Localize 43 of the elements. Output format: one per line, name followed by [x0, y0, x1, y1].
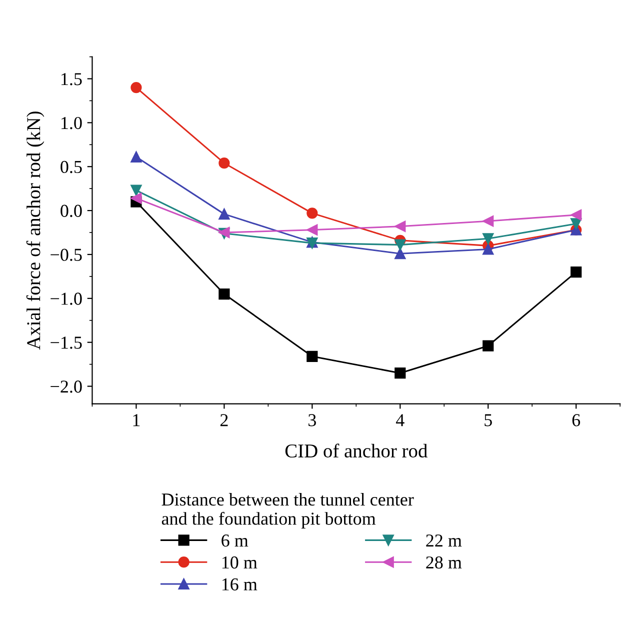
y-tick-label: −1.5 — [50, 336, 82, 349]
x-tick-label: 4 — [396, 414, 404, 426]
point — [218, 208, 230, 220]
point — [306, 224, 318, 236]
y-tick-label: −0.5 — [50, 248, 82, 261]
legend-label: 10 m — [222, 556, 258, 569]
point — [130, 82, 142, 94]
x-tick-label: 6 — [572, 414, 580, 426]
point — [218, 288, 230, 300]
y-tick-label: 1.0 — [62, 116, 82, 130]
point — [130, 184, 142, 196]
legend-label: 22 m — [426, 534, 462, 546]
point — [482, 216, 494, 227]
point — [130, 192, 142, 204]
point — [394, 239, 406, 250]
x-tick-label: 2 — [220, 414, 228, 426]
y-tick-label: −1.0 — [50, 292, 82, 305]
x-tick-label: 5 — [484, 414, 492, 426]
point — [394, 368, 406, 379]
point — [482, 233, 494, 244]
point — [306, 350, 318, 362]
legend-label: 28 m — [426, 556, 462, 569]
x-axis-title: CID of anchor rod — [285, 444, 428, 458]
y-tick-label: −2.0 — [50, 380, 82, 393]
point — [306, 208, 318, 219]
legend-label: 6 m — [222, 534, 248, 547]
point — [394, 248, 406, 260]
point — [570, 266, 582, 278]
x-tick-label: 3 — [308, 414, 316, 426]
x-tick-label: 1 — [133, 414, 140, 426]
legend-title: Distance between the tunnel center and the foundation pit bottom — [162, 492, 414, 528]
y-tick-label: 0.5 — [60, 160, 82, 174]
point — [218, 158, 230, 169]
point — [482, 244, 494, 255]
y-tick-label: 0.0 — [60, 204, 82, 218]
point — [570, 218, 582, 230]
point — [570, 209, 582, 220]
legend-label: 16 m — [222, 578, 258, 590]
y-axis-title: Axial force of anchor rod (kN) — [26, 112, 44, 350]
y-tick-label: 1.5 — [62, 73, 82, 86]
point — [482, 340, 494, 352]
point — [394, 220, 406, 232]
point — [130, 151, 142, 163]
